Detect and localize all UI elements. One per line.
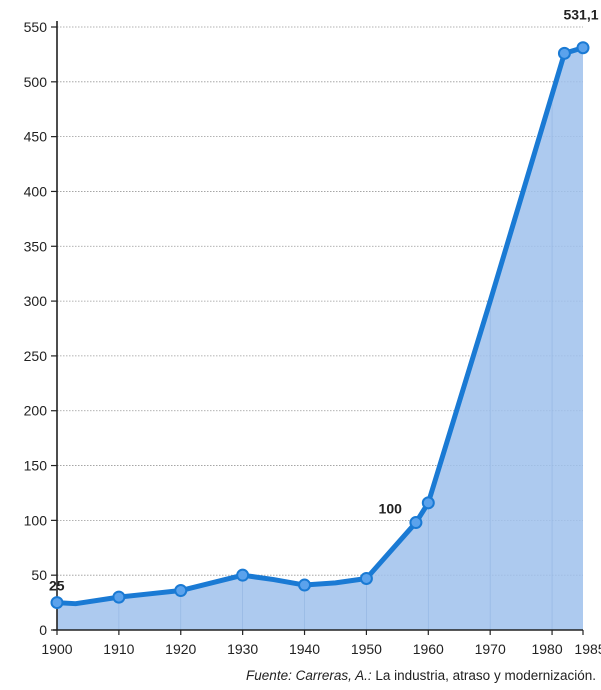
- data-point: [576, 41, 590, 55]
- y-tick-label: 100: [24, 512, 48, 528]
- y-tick-label: 350: [24, 238, 48, 254]
- y-tick-label: 500: [24, 74, 48, 90]
- x-tick-label: 1980: [531, 641, 562, 657]
- y-tick-label: 250: [24, 348, 48, 364]
- y-tick-labels: 0 50 100 150 200 250 300 350 400 450 500 550: [24, 19, 48, 638]
- data-label: 25: [49, 578, 65, 594]
- y-tick-label: 300: [24, 293, 48, 309]
- data-point: [298, 578, 312, 592]
- x-tick-label: 1930: [227, 641, 258, 657]
- y-tick-label: 150: [24, 458, 48, 474]
- x-tick-label: 1960: [413, 641, 444, 657]
- data-point: [409, 516, 423, 530]
- data-point: [174, 584, 188, 598]
- x-tick-label: 1985: [574, 641, 601, 657]
- data-point: [359, 571, 373, 585]
- source-author: Fuente: Carreras, A.:: [246, 668, 372, 683]
- x-tick-label: 1920: [165, 641, 196, 657]
- y-tick-label: 50: [31, 567, 47, 583]
- area-fill-group: [57, 47, 583, 631]
- x-tick-label: 1940: [289, 641, 320, 657]
- data-point: [112, 590, 126, 604]
- data-label: 531,1: [563, 7, 598, 23]
- y-tick-label: 200: [24, 403, 48, 419]
- y-tick-label: 550: [24, 19, 48, 35]
- x-tick-label: 1900: [41, 641, 72, 657]
- annotations: 25 100 531,1: [49, 7, 599, 594]
- y-tick-label: 450: [24, 129, 48, 145]
- data-label: 100: [379, 501, 403, 517]
- axes: [51, 21, 584, 635]
- y-tick-label: 0: [39, 622, 47, 638]
- x-tick-label: 1970: [475, 641, 506, 657]
- data-point: [557, 46, 571, 60]
- y-tick-label: 400: [24, 183, 48, 199]
- area-fill: [57, 47, 583, 631]
- data-point: [421, 496, 435, 510]
- source-caption: Fuente: Carreras, A.: La industria, atra…: [0, 668, 596, 683]
- data-point: [50, 596, 64, 610]
- x-tick-label: 1910: [103, 641, 134, 657]
- markers: [50, 41, 590, 610]
- x-tick-label: 1950: [351, 641, 382, 657]
- data-point: [236, 568, 250, 582]
- source-work: La industria, atraso y modernización.: [375, 668, 596, 683]
- x-tick-labels: 1900 1910 1920 1930 1940 1950 1960 1970 1980 1985: [41, 641, 601, 657]
